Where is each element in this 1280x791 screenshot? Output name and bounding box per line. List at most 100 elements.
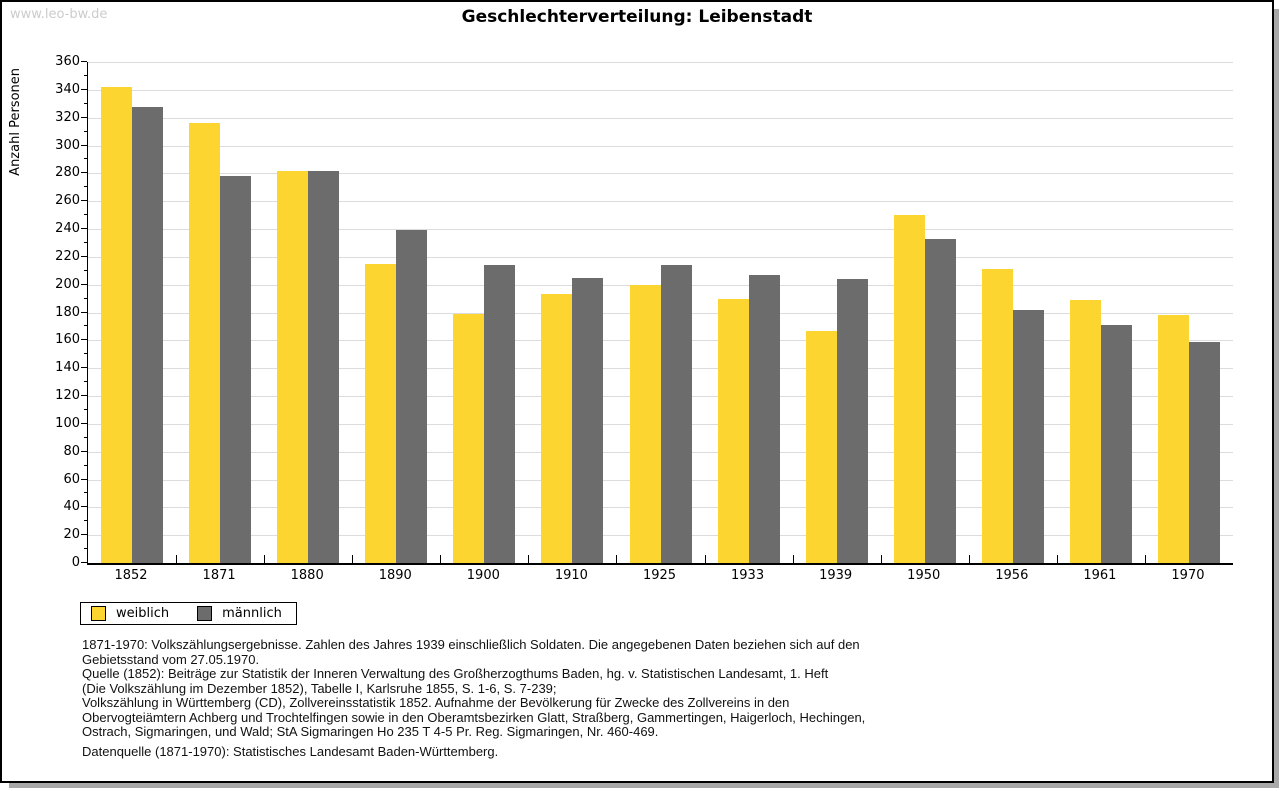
chart-title: Geschlechterverteilung: Leibenstadt — [461, 7, 813, 27]
bar-weiblich-1910 — [541, 294, 573, 563]
y-tick-label: 300 — [55, 137, 80, 153]
gridline — [88, 256, 1233, 258]
gridline — [88, 89, 1233, 91]
bar-maennlich-1880 — [308, 170, 340, 563]
y-tick-label: 240 — [55, 221, 80, 236]
bar-maennlich-1970 — [1188, 341, 1220, 563]
bar-maennlich-1900 — [484, 265, 516, 563]
legend-item-maennlich: männlich — [197, 606, 282, 621]
y-minor-tick — [84, 269, 87, 271]
y-tick-label: 100 — [55, 415, 80, 431]
x-boundary-tick — [704, 555, 706, 563]
plot-area — [87, 62, 1233, 565]
legend-swatch-weiblich — [91, 606, 106, 621]
y-tick-label: 320 — [55, 109, 80, 125]
x-boundary-tick — [440, 555, 442, 563]
bar-maennlich-1890 — [396, 230, 428, 563]
footnote-line: Volkszählung in Württemberg (CD), Zollve… — [82, 695, 790, 710]
footnote-line: Gebietsstand vom 27.05.1970. — [82, 651, 260, 667]
y-major-tick — [81, 506, 87, 508]
bar-weiblich-1871 — [189, 123, 221, 563]
bar-weiblich-1900 — [453, 313, 485, 563]
y-major-tick — [81, 172, 87, 174]
gridline — [88, 229, 1233, 230]
x-boundary-tick — [1056, 555, 1058, 563]
y-tick-label: 80 — [63, 443, 80, 459]
gridline — [88, 173, 1233, 175]
bar-weiblich-1933 — [717, 298, 749, 563]
x-tick-label: 1950 — [907, 568, 941, 583]
bar-weiblich-1939 — [805, 330, 837, 563]
bar-maennlich-1939 — [836, 279, 868, 563]
x-boundary-tick — [880, 555, 882, 563]
legend: weiblich männlich — [80, 602, 297, 625]
y-tick-label: 280 — [55, 165, 80, 181]
y-minor-tick — [84, 408, 87, 410]
bar-maennlich-1956 — [1012, 309, 1044, 563]
x-tick-label: 1910 — [554, 568, 588, 583]
y-minor-tick — [84, 297, 87, 299]
y-minor-tick — [84, 548, 87, 550]
x-boundary-tick — [968, 555, 970, 563]
y-major-tick — [81, 395, 87, 396]
footnote-line: Quelle (1852): Beiträge zur Statistik de… — [82, 666, 829, 681]
y-minor-tick — [84, 102, 87, 104]
x-tick-label: 1925 — [642, 568, 677, 583]
y-tick-label: 20 — [63, 527, 80, 543]
bar-weiblich-1950 — [893, 215, 925, 563]
legend-label: männlich — [222, 606, 282, 621]
y-tick-label: 120 — [55, 388, 80, 403]
x-tick-label: 1871 — [202, 568, 236, 583]
y-minor-tick — [84, 241, 87, 243]
legend-swatch-maennlich — [197, 606, 213, 621]
y-major-tick — [81, 562, 87, 563]
y-major-tick — [81, 88, 87, 90]
datasource-note: Datenquelle (1871-1970): Statistisches L… — [82, 744, 499, 759]
bar-weiblich-1970 — [1157, 315, 1189, 563]
gridline — [88, 145, 1233, 147]
y-minor-tick — [84, 436, 87, 438]
y-minor-tick — [84, 130, 87, 132]
bar-weiblich-1956 — [981, 269, 1013, 563]
y-minor-tick — [84, 520, 87, 522]
y-minor-tick — [84, 353, 87, 355]
x-boundary-tick — [1144, 555, 1146, 563]
y-major-tick — [81, 450, 87, 452]
gridline — [88, 62, 1233, 63]
y-tick-label: 200 — [55, 276, 80, 292]
footnotes: 1871-1970: Volkszählungsergebnisse. Zahl… — [82, 637, 865, 740]
legend-item-weiblich: weiblich — [91, 606, 169, 621]
x-tick-label: 1961 — [1083, 568, 1117, 583]
y-tick-label: 0 — [71, 555, 80, 570]
bar-maennlich-1961 — [1100, 325, 1132, 563]
y-major-tick — [81, 534, 87, 536]
y-major-tick — [81, 283, 87, 285]
bar-weiblich-1925 — [629, 284, 661, 563]
y-tick-label: 180 — [55, 304, 80, 320]
x-tick-label: 1933 — [731, 568, 765, 583]
gridline — [88, 117, 1233, 119]
footnote-line: Ostrach, Sigmaringen, und Wald; StA Sigm… — [82, 724, 659, 739]
y-major-tick — [81, 200, 87, 202]
x-tick-label: 1900 — [466, 568, 500, 583]
y-minor-tick — [84, 464, 87, 466]
y-major-tick — [81, 255, 87, 257]
y-major-tick — [81, 311, 87, 313]
x-boundary-tick — [528, 555, 530, 563]
legend-label: weiblich — [116, 606, 170, 621]
y-major-tick — [81, 478, 87, 480]
x-boundary-tick — [176, 555, 178, 563]
y-major-tick — [81, 228, 87, 229]
bar-weiblich-1890 — [365, 263, 397, 563]
watermark: www.leo-bw.de — [10, 7, 108, 22]
y-tick-label: 40 — [63, 499, 80, 515]
x-tick-label: 1890 — [378, 568, 412, 583]
x-boundary-tick — [264, 555, 266, 563]
y-major-tick — [81, 116, 87, 118]
y-minor-tick — [84, 74, 87, 76]
y-tick-label: 60 — [63, 471, 80, 487]
footnote-line: (Die Volkszählung im Dezember 1852), Tab… — [82, 680, 557, 696]
x-boundary-tick — [616, 555, 618, 563]
bar-weiblich-1961 — [1069, 299, 1101, 563]
